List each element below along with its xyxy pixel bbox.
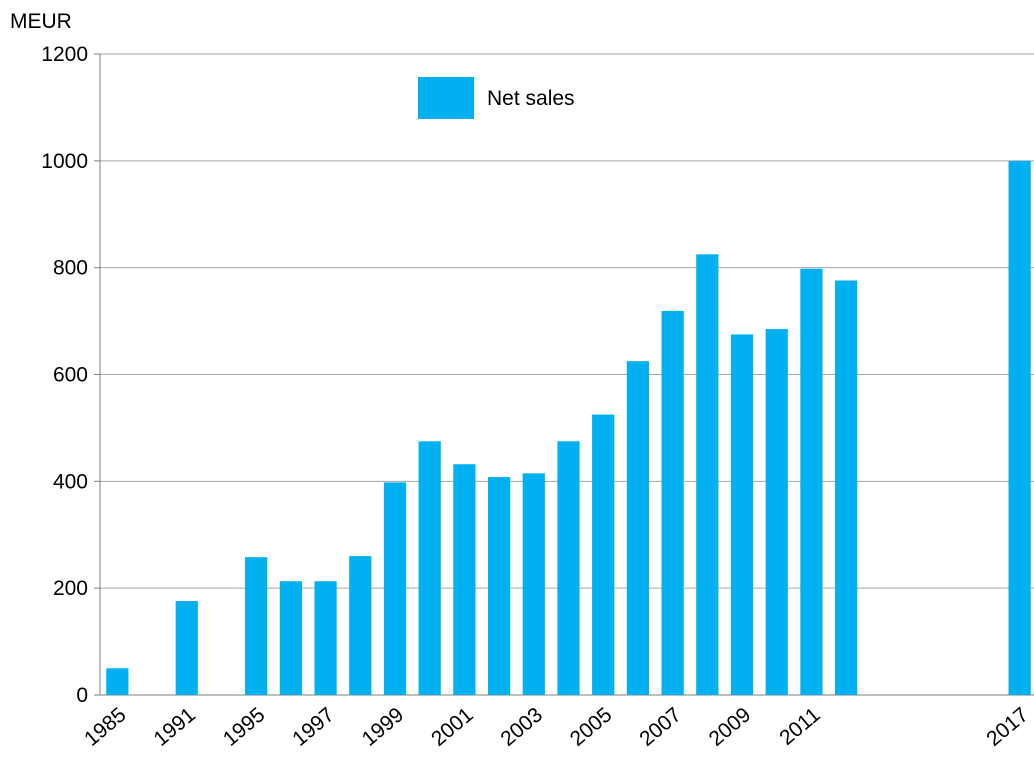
bar (800, 268, 823, 695)
bar (175, 600, 198, 695)
x-tick-label: 1985 (80, 703, 131, 751)
x-tick-label: 1995 (219, 703, 270, 751)
bar (696, 254, 719, 695)
y-tick-label: 400 (53, 470, 88, 493)
legend-swatch (418, 77, 474, 119)
legend-label: Net sales (487, 87, 575, 110)
y-tick-label: 600 (53, 364, 88, 387)
x-tick-label: 2007 (635, 703, 686, 751)
x-tick-label: 2017 (982, 703, 1033, 751)
bar (106, 668, 129, 695)
bar (383, 482, 407, 695)
y-axis-label: MEUR (10, 10, 72, 33)
x-tick-label: 2011 (775, 703, 824, 750)
x-tick-label: 1991 (149, 703, 200, 751)
y-tick-label: 1000 (41, 150, 88, 173)
bar (661, 310, 684, 695)
bar (245, 557, 268, 695)
x-tick-label: 2003 (496, 703, 547, 751)
x-tick-label: 1997 (288, 703, 339, 751)
y-tick-label: 0 (76, 684, 88, 707)
bar (730, 334, 754, 695)
bar (279, 581, 302, 695)
bar (1008, 160, 1031, 696)
y-tick-label: 200 (53, 577, 88, 600)
bar (349, 556, 372, 695)
bar (626, 361, 650, 695)
y-tick-label: 1200 (41, 43, 88, 66)
x-tick-label: 1999 (358, 703, 409, 751)
bar (835, 280, 858, 695)
x-tick-label: 2009 (705, 703, 756, 751)
bar (453, 464, 476, 695)
bar (418, 441, 441, 695)
bar (522, 473, 545, 695)
x-tick-label: 2001 (427, 703, 478, 751)
bar (314, 581, 337, 695)
bar (765, 329, 788, 695)
bar (487, 477, 511, 695)
bar (557, 441, 580, 695)
x-tick-label: 2005 (566, 703, 617, 751)
y-tick-label: 800 (53, 257, 88, 280)
bar (592, 414, 615, 695)
